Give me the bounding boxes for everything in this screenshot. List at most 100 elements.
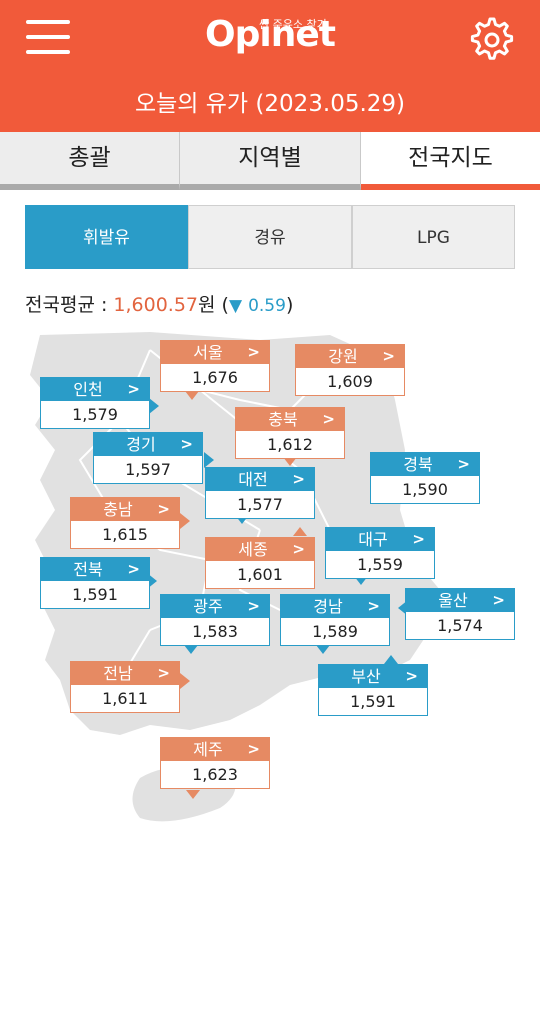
- region-name: 경북: [403, 455, 433, 474]
- tab-summary[interactable]: 총괄: [0, 132, 180, 190]
- region-card-gwangju[interactable]: 광주 > 1,583: [160, 594, 270, 646]
- region-price: 1,623: [192, 765, 238, 784]
- region-price: 1,601: [237, 565, 283, 584]
- chevron-right-icon: >: [367, 597, 380, 615]
- region-price: 1,611: [102, 689, 148, 708]
- region-name: 대구: [358, 530, 388, 549]
- region-price: 1,597: [125, 460, 171, 479]
- callout-tail: [204, 452, 214, 468]
- region-card-chungnam[interactable]: 충남 > 1,615: [70, 497, 180, 549]
- national-average-label: 전국평균 :: [25, 294, 114, 316]
- region-price: 1,574: [437, 616, 483, 635]
- region-card-daegu[interactable]: 대구 > 1,559: [325, 527, 435, 579]
- change-down-icon: ▼: [228, 296, 243, 316]
- callout-tail: [384, 655, 398, 664]
- opinet-logo: 싼 주유소 찾기 Opinet: [205, 10, 345, 66]
- chevron-right-icon: >: [292, 470, 305, 488]
- region-price: 1,676: [192, 368, 238, 387]
- tab-regional[interactable]: 지역별: [180, 132, 361, 190]
- region-price: 1,591: [72, 585, 118, 604]
- fuel-diesel-button[interactable]: 경유: [188, 205, 352, 269]
- callout-tail: [316, 645, 330, 654]
- chevron-right-icon: >: [127, 380, 140, 398]
- region-name: 충북: [268, 410, 298, 429]
- region-card-ulsan[interactable]: 울산 > 1,574: [405, 588, 515, 640]
- region-name: 광주: [193, 597, 223, 616]
- region-name: 강원: [328, 347, 358, 366]
- region-card-gyeongbuk[interactable]: 경북 > 1,590: [370, 452, 480, 504]
- region-card-busan[interactable]: 부산 > 1,591: [318, 664, 428, 716]
- region-card-seoul[interactable]: 서울 > 1,676: [160, 340, 270, 392]
- app-header: 싼 주유소 찾기 Opinet 오늘의 유가 (2023.05.29): [0, 0, 540, 132]
- chevron-right-icon: >: [180, 435, 193, 453]
- region-name: 충남: [103, 500, 133, 519]
- region-price: 1,609: [327, 372, 373, 391]
- logo-tagline: 싼 주유소 찾기: [259, 18, 327, 31]
- region-card-gyeongnam[interactable]: 경남 > 1,589: [280, 594, 390, 646]
- region-name: 전북: [73, 560, 103, 579]
- callout-tail: [283, 457, 297, 466]
- callout-tail: [235, 515, 249, 524]
- region-card-jeonbuk[interactable]: 전북 > 1,591: [40, 557, 150, 609]
- logo-text: Opinet: [205, 14, 336, 55]
- region-name: 대전: [238, 470, 268, 489]
- callout-tail: [293, 527, 307, 536]
- callout-tail: [149, 398, 159, 414]
- region-name: 부산: [351, 667, 381, 686]
- region-price: 1,577: [237, 495, 283, 514]
- chevron-right-icon: >: [157, 664, 170, 682]
- chevron-right-icon: >: [247, 343, 260, 361]
- chevron-right-icon: >: [382, 347, 395, 365]
- region-card-gyeonggi[interactable]: 경기 > 1,597: [93, 432, 203, 484]
- callout-tail: [184, 645, 198, 654]
- chevron-right-icon: >: [127, 560, 140, 578]
- region-name: 울산: [438, 591, 468, 610]
- national-average: 전국평균 : 1,600.57원 (▼ 0.59): [25, 294, 294, 316]
- korea-map: 서울 > 1,676 강원 > 1,609 인천 > 1,579 충북 > 1,612 …: [0, 330, 540, 830]
- region-price: 1,589: [312, 622, 358, 641]
- tab-national-map[interactable]: 전국지도: [361, 132, 540, 190]
- region-card-daejeon[interactable]: 대전 > 1,577: [205, 467, 315, 519]
- region-card-chungbuk[interactable]: 충북 > 1,612: [235, 407, 345, 459]
- region-name: 인천: [73, 380, 103, 399]
- callout-tail: [147, 573, 157, 589]
- region-name: 경기: [126, 435, 156, 454]
- gear-icon[interactable]: [468, 14, 516, 62]
- chevron-right-icon: >: [492, 591, 505, 609]
- chevron-right-icon: >: [405, 667, 418, 685]
- chevron-right-icon: >: [457, 455, 470, 473]
- callout-tail: [354, 576, 368, 585]
- fuel-gasoline-button[interactable]: 휘발유: [25, 205, 188, 269]
- callout-tail: [185, 391, 199, 400]
- region-name: 서울: [193, 343, 223, 362]
- region-price: 1,583: [192, 622, 238, 641]
- region-price: 1,559: [357, 555, 403, 574]
- region-price: 1,591: [350, 692, 396, 711]
- fuel-lpg-button[interactable]: LPG: [352, 205, 515, 269]
- chevron-right-icon: >: [157, 500, 170, 518]
- region-price: 1,612: [267, 435, 313, 454]
- callout-tail: [186, 790, 200, 799]
- callout-tail: [180, 513, 190, 529]
- callout-tail: [180, 673, 190, 689]
- region-price: 1,579: [72, 405, 118, 424]
- callout-tail: [398, 600, 408, 616]
- region-card-jeju[interactable]: 제주 > 1,623: [160, 737, 270, 789]
- region-price: 1,590: [402, 480, 448, 499]
- region-price: 1,615: [102, 525, 148, 544]
- national-average-change: 0.59: [248, 296, 286, 316]
- region-name: 세종: [238, 540, 268, 559]
- main-tabs: 총괄 지역별 전국지도: [0, 132, 540, 190]
- region-card-sejong[interactable]: 세종 > 1,601: [205, 537, 315, 589]
- region-name: 전남: [103, 664, 133, 683]
- region-card-incheon[interactable]: 인천 > 1,579: [40, 377, 150, 429]
- region-card-jeonnam[interactable]: 전남 > 1,611: [70, 661, 180, 713]
- chevron-right-icon: >: [412, 530, 425, 548]
- region-name: 경남: [313, 597, 343, 616]
- region-name: 제주: [193, 740, 223, 759]
- chevron-right-icon: >: [322, 410, 335, 428]
- menu-icon[interactable]: [26, 18, 70, 56]
- region-card-gangwon[interactable]: 강원 > 1,609: [295, 344, 405, 396]
- chevron-right-icon: >: [292, 540, 305, 558]
- chevron-right-icon: >: [247, 740, 260, 758]
